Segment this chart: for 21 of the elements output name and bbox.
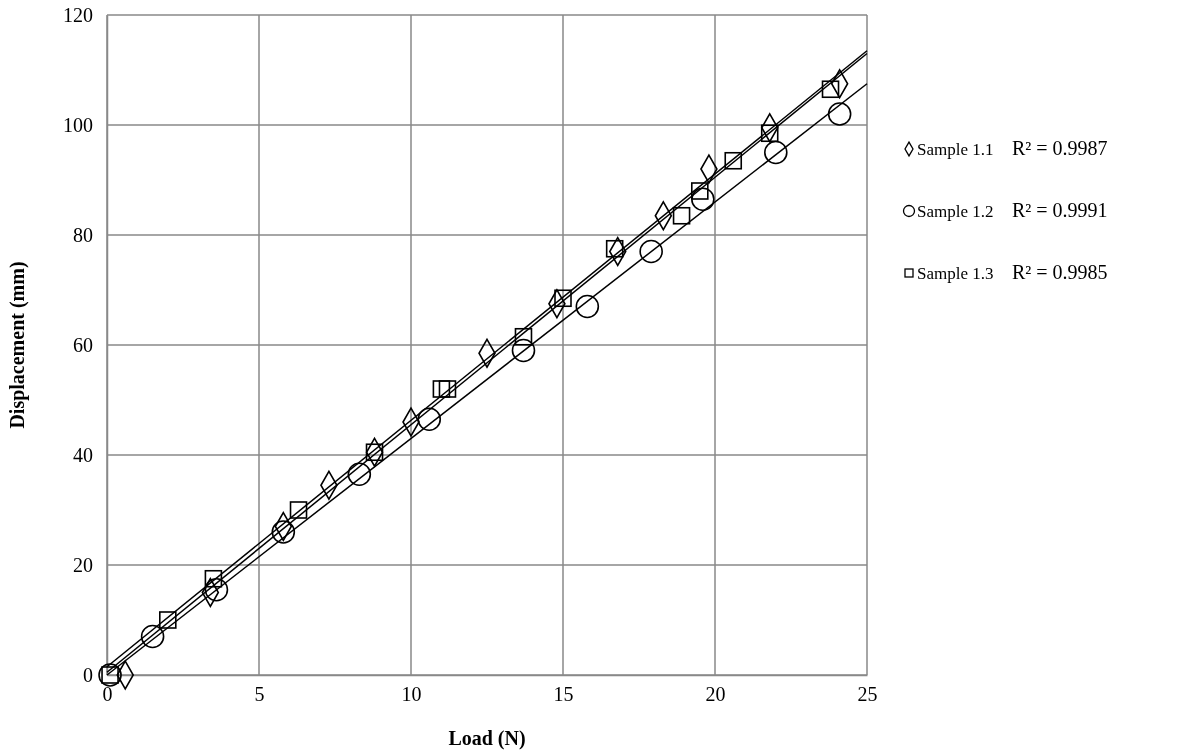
y-tick-label: 0: [83, 663, 93, 686]
y-tick-label: 100: [63, 113, 93, 136]
x-tick-label: 20: [705, 683, 726, 706]
legend-label: Sample 1.1: [917, 140, 994, 159]
x-tick-label: 10: [401, 683, 422, 706]
x-tick-label: 5: [254, 683, 265, 706]
y-tick-label: 60: [73, 333, 93, 356]
y-tick-label: 20: [73, 553, 93, 576]
y-tick-label: 40: [73, 443, 93, 466]
text: R² = 0.9985: [1012, 261, 1108, 283]
y-tick-label: 80: [73, 223, 93, 246]
x-tick-label: 0: [102, 683, 113, 706]
legend-label: Sample 1.3: [917, 264, 994, 283]
text: R² = 0.9991: [1012, 199, 1108, 221]
y-tick-label: 120: [63, 3, 93, 26]
x-tick-label: 25: [857, 683, 878, 706]
x-axis-title: Load (N): [448, 727, 526, 750]
legend-label: Sample 1.2: [917, 202, 994, 221]
x-tick-label: 15: [553, 683, 574, 706]
y-axis-title: Displacement (mm): [6, 261, 29, 429]
text: R² = 0.9987: [1012, 137, 1108, 159]
